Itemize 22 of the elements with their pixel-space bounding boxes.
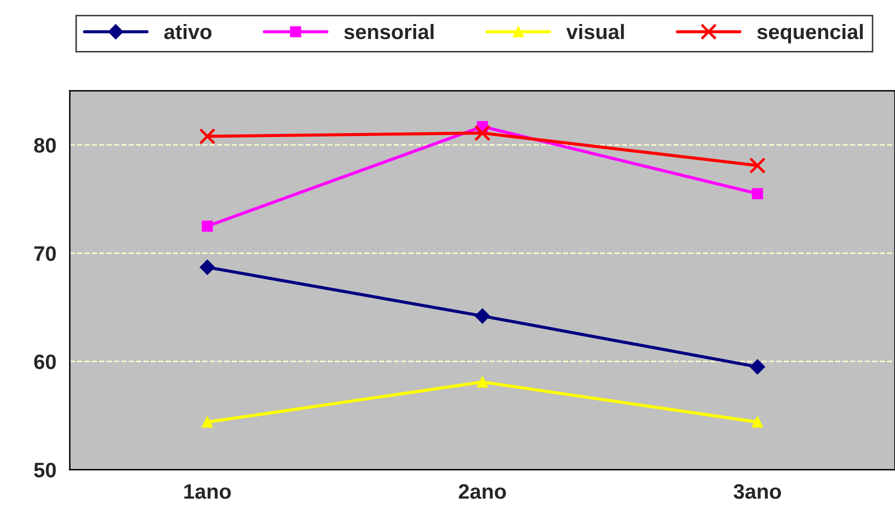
legend-label: sequencial bbox=[757, 24, 863, 44]
y-tick-label: 60 bbox=[34, 354, 56, 370]
x-tick-label: 3ano bbox=[734, 484, 781, 499]
legend-label: ativo bbox=[164, 24, 212, 40]
point bbox=[752, 416, 764, 428]
legend-label: visual bbox=[566, 24, 624, 40]
point bbox=[750, 359, 766, 374]
point bbox=[752, 188, 764, 200]
y-tick-label: 80 bbox=[34, 138, 56, 153]
y-tick-label: 50 bbox=[34, 462, 56, 478]
point bbox=[199, 128, 216, 144]
point bbox=[474, 308, 490, 324]
point bbox=[202, 220, 213, 232]
x-tick-label: 1ano bbox=[184, 484, 231, 499]
point bbox=[200, 260, 215, 275]
point bbox=[749, 157, 766, 174]
point bbox=[476, 376, 488, 388]
x-tick-label: 2ano bbox=[458, 484, 506, 499]
y-tick-label: 70 bbox=[34, 246, 56, 261]
point bbox=[202, 416, 213, 428]
legend-label: sensorial bbox=[344, 24, 434, 40]
point bbox=[474, 124, 491, 142]
